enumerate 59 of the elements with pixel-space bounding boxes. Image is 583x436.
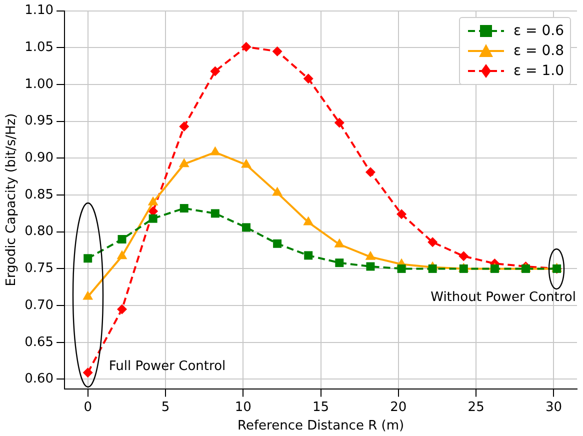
y-axis-title: Ergodic Capacity (bit/s/Hz): [4, 113, 20, 286]
point: [428, 264, 437, 273]
point: [180, 204, 188, 213]
y-tick-label: 0.80: [24, 224, 54, 240]
point: [304, 251, 313, 260]
legend-label: ε = 1.0: [514, 62, 564, 81]
y-tick-label: 0.65: [24, 334, 54, 350]
point: [365, 250, 376, 260]
point: [82, 368, 93, 378]
y-tick-label: 0.90: [24, 150, 54, 166]
y-tick-label: 0.85: [24, 187, 54, 202]
y-tick-label: 1.00: [24, 76, 54, 92]
point: [272, 46, 282, 56]
annotation: Without Power Control: [430, 290, 576, 306]
point: [82, 290, 94, 300]
x-tick-label: 10: [234, 400, 252, 415]
x-tick-label: 5: [161, 400, 170, 415]
y-tick-label: 0.75: [24, 261, 54, 276]
point: [118, 234, 126, 244]
x-axis-title: Reference Distance R (m): [238, 418, 404, 434]
point: [272, 186, 282, 196]
y-tick-label: 1.05: [24, 40, 54, 56]
x-tick-label: 30: [545, 400, 562, 415]
y-tick-label: 1.10: [24, 3, 54, 18]
point: [396, 209, 407, 220]
point: [303, 216, 314, 226]
point: [428, 237, 438, 248]
point: [210, 209, 220, 218]
x-tick-label: 20: [390, 400, 407, 415]
legend-label: ε = 0.6: [514, 22, 564, 41]
x-tick-label: 15: [312, 400, 330, 415]
point: [148, 196, 158, 206]
annotation: Full Power Control: [108, 358, 226, 374]
point: [335, 258, 344, 268]
point: [210, 146, 220, 156]
point: [366, 262, 375, 271]
point: [241, 158, 252, 168]
point: [210, 66, 220, 76]
x-tick-label: 25: [468, 400, 484, 415]
point: [334, 118, 344, 128]
y-tick-label: 0.60: [24, 372, 54, 387]
y-tick-label: 0.70: [24, 298, 54, 313]
point: [179, 121, 190, 132]
point: [116, 250, 128, 260]
point: [241, 42, 252, 52]
legend-label: ε = 0.8: [514, 42, 564, 61]
point: [178, 158, 190, 168]
x-tick-label: 0: [84, 400, 92, 415]
point: [148, 214, 158, 223]
point: [273, 239, 282, 248]
point: [397, 264, 406, 273]
point: [458, 251, 469, 262]
point: [365, 167, 376, 178]
y-tick-label: 0.95: [24, 114, 54, 129]
point: [117, 304, 128, 314]
point: [242, 223, 250, 232]
point: [303, 74, 314, 84]
point: [334, 238, 345, 248]
point: [84, 254, 92, 263]
